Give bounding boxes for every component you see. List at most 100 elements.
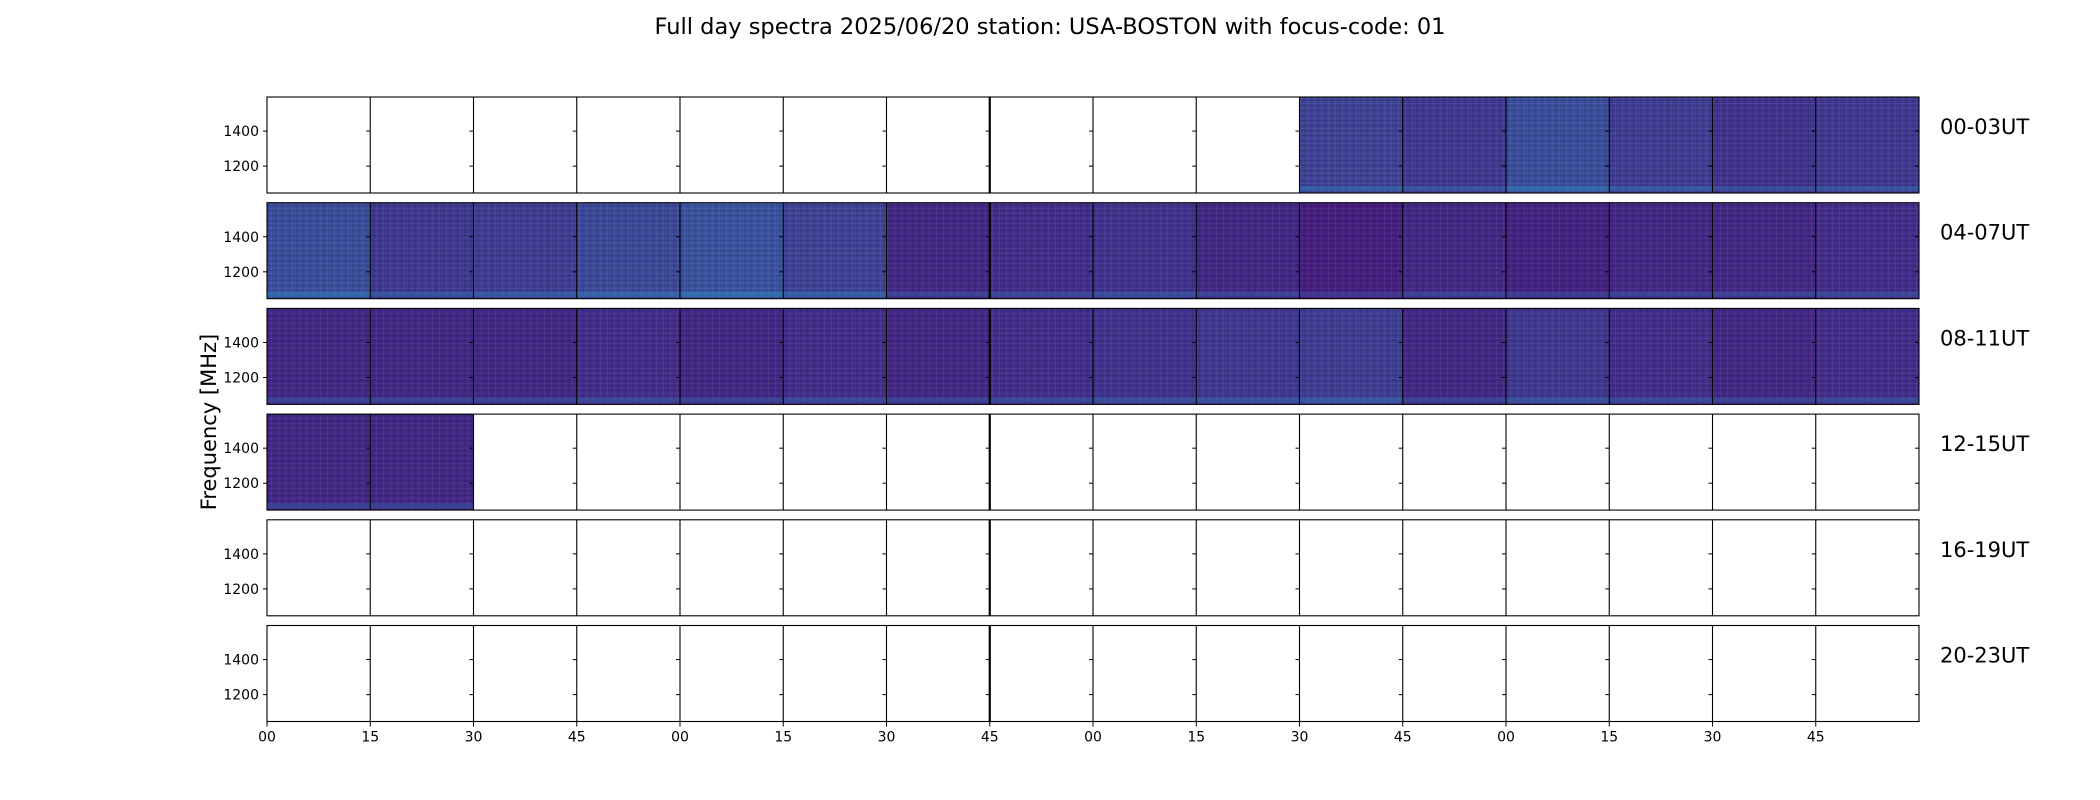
spectra-cell-empty	[576, 97, 680, 193]
spectra-cell-texture	[1712, 202, 1816, 299]
spectra-cell-texture	[1299, 97, 1403, 193]
x-tick-label: 00	[1497, 730, 1515, 746]
spectra-cell-empty	[576, 625, 680, 722]
spectra-cell-band	[267, 503, 371, 509]
row-label: 04-07UT	[1940, 221, 2029, 245]
spectra-cell-empty	[1712, 625, 1816, 722]
spectra-cell-band	[1815, 186, 1919, 191]
spectra-cell-texture	[1815, 202, 1919, 299]
spectra-cell-texture	[473, 308, 577, 405]
spectra-cell-texture	[886, 202, 990, 299]
spectra-cell-band	[886, 397, 990, 403]
spectra-cell-band	[473, 291, 577, 297]
spectra-cell-texture	[1299, 308, 1403, 405]
row-label: 12-15UT	[1940, 432, 2029, 456]
row-label: 20-23UT	[1940, 644, 2029, 668]
spectra-cell-empty	[680, 414, 784, 511]
spectra-cell-empty	[886, 97, 990, 193]
spectra-cell-empty	[370, 519, 474, 616]
spectra-cell-texture	[576, 308, 680, 405]
spectra-cell-band	[370, 503, 474, 509]
spectra-cell-empty	[783, 625, 887, 722]
spectra-row: 1400 1200 04-07UT	[223, 202, 2029, 300]
spectra-cell-texture	[1402, 202, 1506, 299]
spectra-cell-texture	[267, 414, 371, 511]
spectra-cell-empty	[680, 519, 784, 616]
panel-frame	[266, 519, 1920, 617]
spectra-cell-band	[1609, 397, 1713, 403]
spectra-cell-band	[1196, 397, 1300, 403]
spectra-cell-empty	[1609, 414, 1713, 511]
spectra-cell-empty	[1299, 414, 1403, 511]
spectra-cell-band	[370, 397, 474, 403]
spectra-cell-band	[1506, 397, 1610, 403]
spectra-cell-empty	[1093, 414, 1197, 511]
spectra-cell-texture	[1299, 202, 1403, 299]
y-tick-label: 1200	[223, 688, 259, 704]
spectra-cell-empty	[1093, 97, 1197, 193]
spectra-cell-band	[1712, 186, 1816, 191]
spectra-row: 1400 1200 12-15UT	[223, 413, 2029, 511]
spectra-cell-band	[1402, 186, 1506, 191]
spectra-cell-empty	[473, 414, 577, 511]
spectra-cell-empty	[473, 519, 577, 616]
spectra-cell-band	[473, 397, 577, 403]
y-tick-label: 1400	[223, 230, 259, 246]
spectra-cell-band	[1196, 291, 1300, 297]
spectra-row: 1400 1200 16-19UT	[223, 519, 2029, 617]
spectra-cell-texture	[1506, 97, 1610, 193]
row-label: 00-03UT	[1940, 115, 2029, 139]
spectra-cell-empty	[886, 625, 990, 722]
spectra-cell-band	[1815, 291, 1919, 297]
spectra-cell-texture	[1402, 308, 1506, 405]
spectra-cell-band	[1299, 291, 1403, 297]
spectra-cell-empty	[989, 414, 1093, 511]
spectra-cell-empty	[1093, 625, 1197, 722]
y-tick-label: 1400	[223, 547, 259, 563]
spectra-cell-texture	[1815, 97, 1919, 193]
y-tick-label: 1400	[223, 441, 259, 457]
y-tick-label: 1200	[223, 371, 259, 387]
spectra-cell-empty	[886, 414, 990, 511]
spectra-cell-band	[1609, 186, 1713, 191]
spectra-cell-band	[267, 291, 371, 297]
panel-frame	[266, 307, 1920, 405]
spectra-cell-empty	[1815, 625, 1919, 722]
spectra-cell-texture	[1712, 97, 1816, 193]
spectra-cell-texture	[1093, 308, 1197, 405]
spectra-cell-texture	[1196, 308, 1300, 405]
spectra-cell-empty	[576, 414, 680, 511]
spectra-cell-empty	[1815, 519, 1919, 616]
spectra-cell-band	[680, 291, 784, 297]
spectra-cell-texture	[267, 202, 371, 299]
spectra-cell-empty	[886, 519, 990, 616]
spectra-cell-empty	[370, 625, 474, 722]
x-tick-label: 45	[1394, 730, 1412, 746]
spectra-cell-band	[783, 397, 887, 403]
y-axis-label: Frequency [MHz]	[197, 334, 221, 510]
spectra-cell-band	[989, 291, 1093, 297]
spectra-cell-texture	[783, 308, 887, 405]
spectra-cell-texture	[1196, 202, 1300, 299]
spectra-cell-band	[576, 397, 680, 403]
spectra-cell-band	[1712, 291, 1816, 297]
spectra-cell-texture	[370, 308, 474, 405]
spectra-cell-texture	[473, 202, 577, 299]
spectra-cell-empty	[1402, 625, 1506, 722]
panel-frame	[266, 202, 1920, 300]
spectra-cell-empty	[1402, 414, 1506, 511]
spectra-cell-band	[886, 291, 990, 297]
spectra-cell-empty	[267, 625, 371, 722]
spectra-cell-band	[1609, 291, 1713, 297]
spectra-cell-empty	[989, 97, 1093, 193]
spectra-cell-empty	[1712, 414, 1816, 511]
spectra-cell-empty	[989, 519, 1093, 616]
spectra-cell-texture	[680, 202, 784, 299]
spectra-row: 1400 1200 20-23UT	[223, 624, 2029, 723]
spectra-cell-empty	[1815, 414, 1919, 511]
spectra-cell-empty	[1093, 519, 1197, 616]
spectra-cell-band	[1402, 397, 1506, 403]
panel-frame	[266, 413, 1920, 511]
spectra-cell-empty	[473, 625, 577, 722]
